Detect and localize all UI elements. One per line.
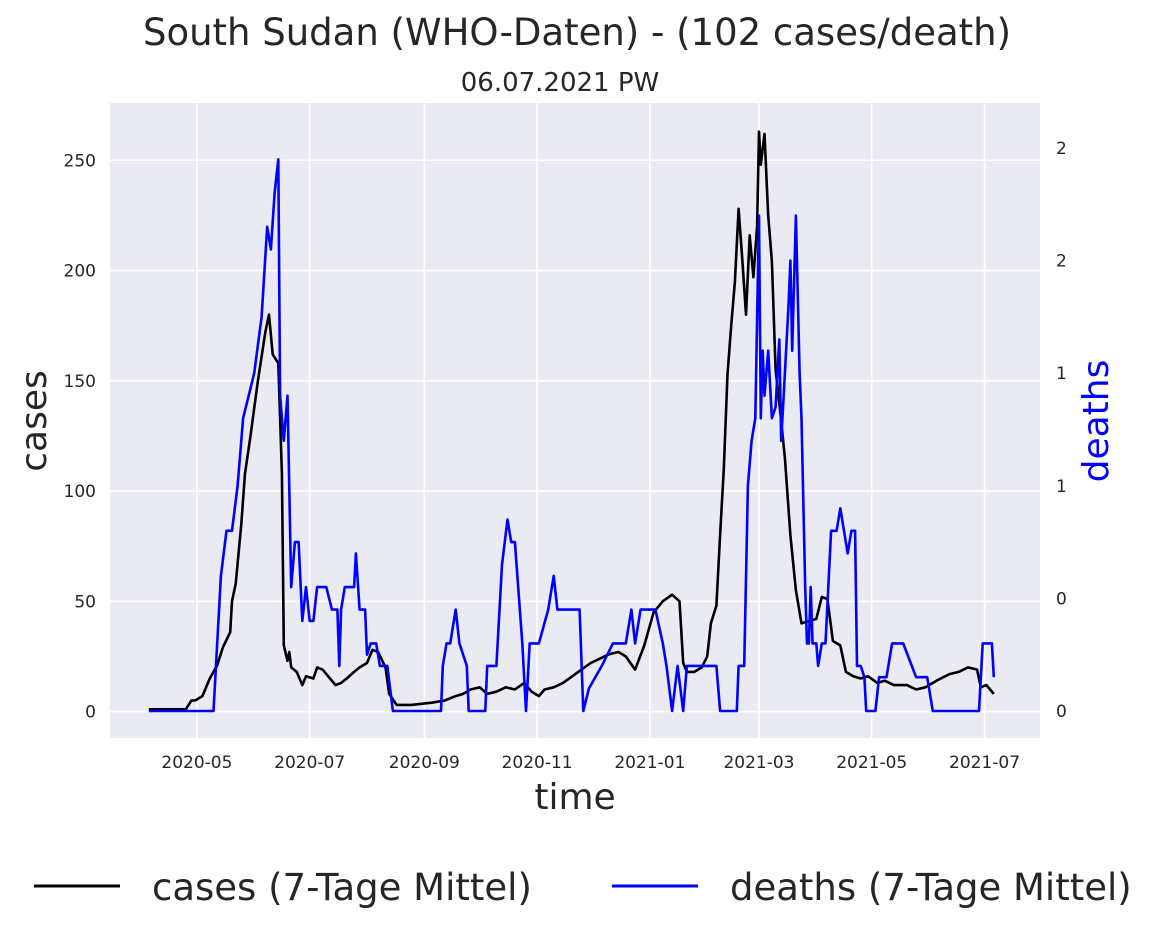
grid-vertical (196, 103, 986, 738)
y-tick-label-left: 0 (85, 703, 96, 723)
y-tick-label-right: 2 (1056, 139, 1067, 159)
y-tick-labels-left: 0 50 100 150 200 250 (64, 151, 96, 722)
y-tick-label-right: 1 (1056, 477, 1067, 497)
y-tick-label-right: 2 (1056, 252, 1067, 272)
y-tick-label-left: 100 (64, 482, 96, 502)
x-tick-label: 2020-05 (161, 753, 232, 773)
chart-title: South Sudan (WHO-Daten) - (102 cases/dea… (143, 11, 1011, 54)
y-tick-labels-right: 0 0 1 1 2 2 (1056, 139, 1067, 722)
x-tick-label: 2021-05 (836, 753, 907, 773)
legend: cases (7-Tage Mittel) deaths (7-Tage Mit… (34, 866, 1132, 909)
series-layer (148, 130, 996, 713)
y-tick-label-left: 200 (64, 262, 96, 282)
y-axis-label-right: deaths (1076, 360, 1117, 483)
x-tick-label: 2020-09 (389, 753, 460, 773)
x-axis-label: time (534, 777, 615, 818)
x-tick-label: 2021-07 (949, 753, 1020, 773)
y-tick-label-right: 1 (1056, 364, 1067, 384)
y-tick-label-left: 250 (64, 151, 96, 171)
y-tick-label-right: 0 (1056, 589, 1067, 609)
deaths-line (148, 158, 996, 713)
x-tick-labels: 2020-05 2020-07 2020-09 2020-11 2021-01 2021-… (161, 753, 1020, 773)
chart-subtitle: 06.07.2021 PW (461, 68, 660, 98)
x-tick-label: 2020-07 (274, 753, 345, 773)
y-tick-label-left: 150 (64, 372, 96, 392)
y-axis-label-left: cases (14, 370, 55, 472)
x-tick-label: 2021-03 (723, 753, 794, 773)
legend-label-cases: cases (7-Tage Mittel) (152, 866, 532, 909)
x-tick-label: 2020-11 (502, 753, 573, 773)
x-tick-label: 2021-01 (614, 753, 685, 773)
y-tick-label-left: 50 (74, 592, 96, 612)
grid-horizontal (110, 159, 1040, 713)
y-tick-label-right: 0 (1056, 702, 1067, 722)
legend-label-deaths: deaths (7-Tage Mittel) (730, 866, 1132, 909)
plot-area (110, 103, 1040, 738)
